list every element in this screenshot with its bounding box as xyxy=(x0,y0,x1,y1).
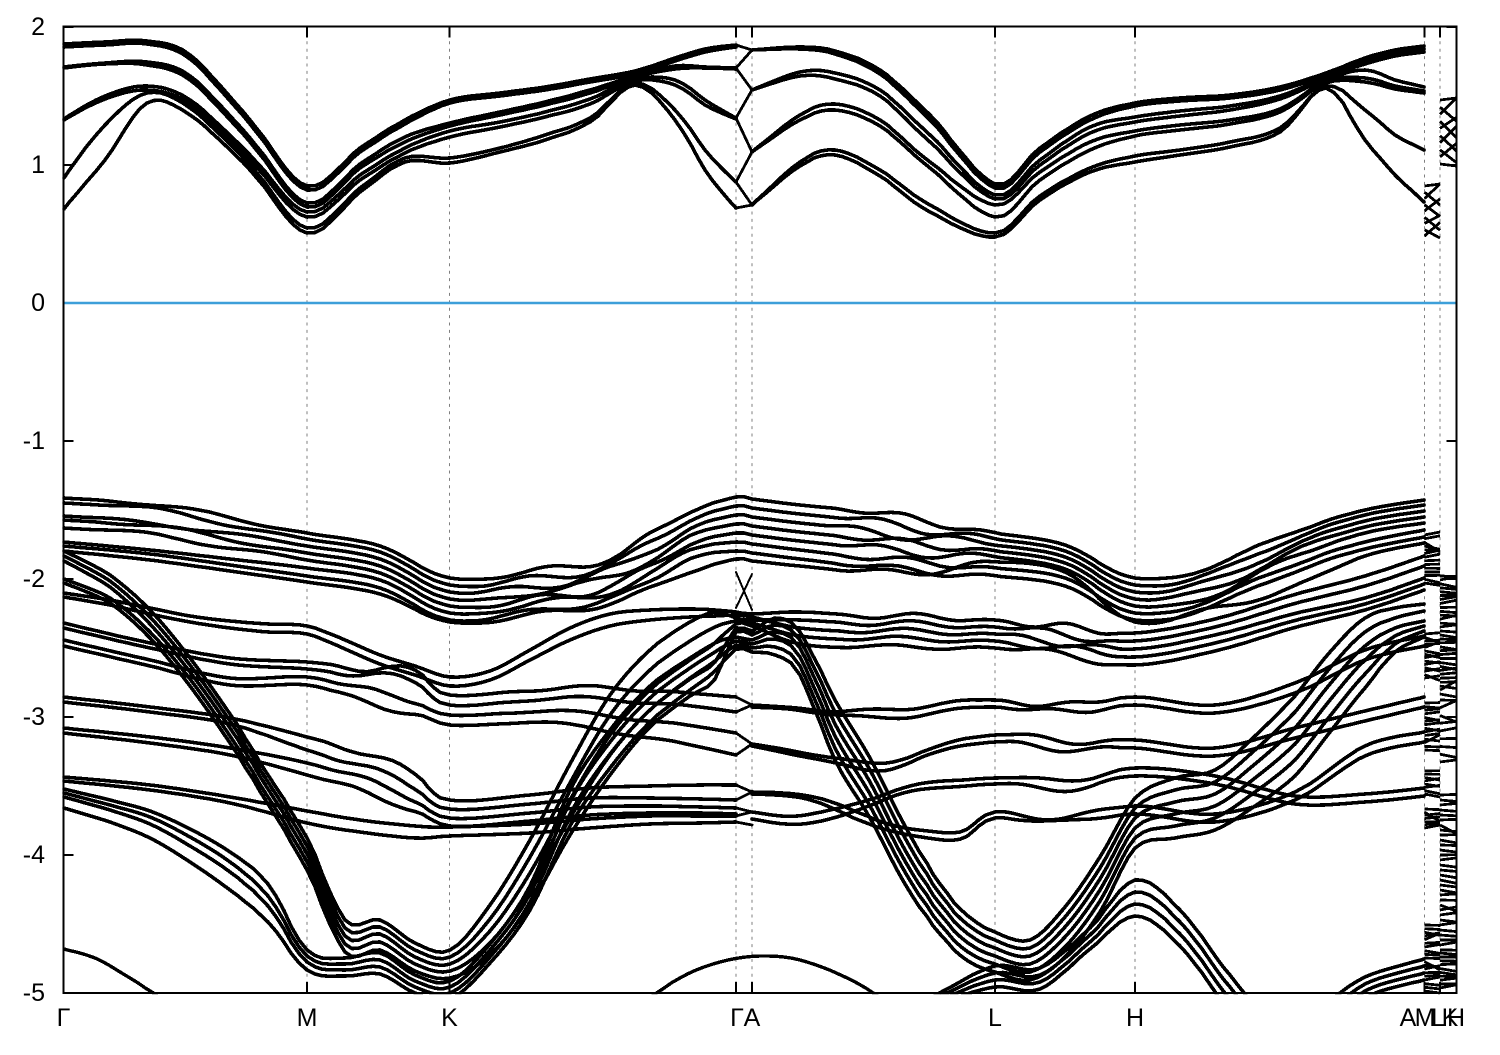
svg-text:A: A xyxy=(1400,1004,1417,1032)
svg-text:M: M xyxy=(1415,1004,1436,1032)
svg-text:L: L xyxy=(1431,1004,1445,1032)
svg-text:-2: -2 xyxy=(23,565,45,593)
svg-text:K: K xyxy=(441,1004,458,1032)
svg-text:Γ: Γ xyxy=(730,1004,744,1032)
svg-text:L: L xyxy=(988,1004,1002,1032)
svg-text:2: 2 xyxy=(31,13,45,41)
svg-text:-4: -4 xyxy=(23,841,45,869)
svg-text:H: H xyxy=(1447,1004,1465,1032)
svg-text:A: A xyxy=(744,1004,761,1032)
svg-text:M: M xyxy=(297,1004,318,1032)
svg-text:1: 1 xyxy=(31,151,45,179)
svg-text:-1: -1 xyxy=(23,427,45,455)
svg-text:0: 0 xyxy=(31,289,45,317)
svg-text:-5: -5 xyxy=(23,979,45,1007)
svg-text:H: H xyxy=(1126,1004,1144,1032)
svg-text:K: K xyxy=(1442,1004,1459,1032)
svg-text:Γ: Γ xyxy=(57,1004,71,1032)
svg-text:-3: -3 xyxy=(23,703,45,731)
